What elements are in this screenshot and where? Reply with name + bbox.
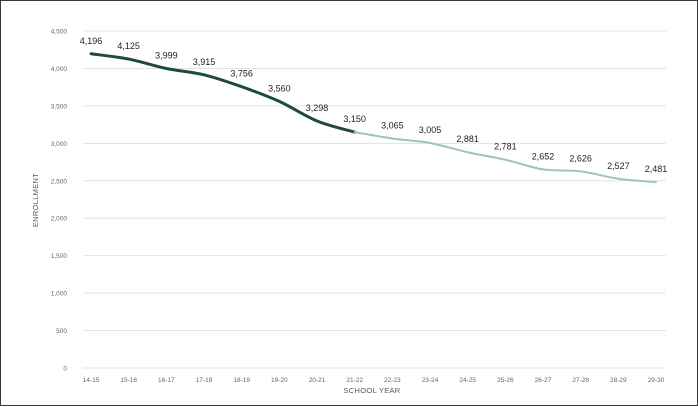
data-label: 3,065 bbox=[381, 120, 404, 130]
data-label: 2,881 bbox=[456, 134, 479, 144]
y-axis-ticks: 0 500 1,000 1,500 2,000 2,500 3,000 3,500 4,000 4… bbox=[51, 29, 68, 373]
x-tick-label: 14-15 bbox=[83, 377, 100, 384]
x-tick-label: 16-17 bbox=[158, 377, 175, 384]
data-label: 3,005 bbox=[419, 125, 442, 135]
data-label: 4,196 bbox=[80, 36, 103, 46]
x-tick-label: 24-25 bbox=[459, 377, 476, 384]
x-tick-label: 19-20 bbox=[271, 377, 288, 384]
data-label: 2,527 bbox=[607, 161, 630, 171]
x-tick-label: 29-30 bbox=[648, 377, 665, 384]
y-tick-label: 4,000 bbox=[51, 66, 68, 73]
x-tick-label: 25-26 bbox=[497, 377, 514, 384]
data-label: 2,481 bbox=[645, 164, 668, 174]
data-label: 2,626 bbox=[569, 153, 592, 163]
x-tick-label: 21-22 bbox=[346, 377, 363, 384]
series-line-projected bbox=[353, 131, 657, 184]
x-tick-label: 26-27 bbox=[535, 377, 552, 384]
gridlines bbox=[83, 30, 666, 369]
series-line-actual bbox=[89, 52, 357, 134]
y-tick-label: 1,000 bbox=[51, 291, 68, 298]
x-tick-label: 28-29 bbox=[610, 377, 627, 384]
x-tick-label: 27-28 bbox=[572, 377, 589, 384]
x-tick-label: 18-19 bbox=[233, 377, 250, 384]
y-tick-label: 0 bbox=[63, 366, 67, 373]
data-label: 3,560 bbox=[268, 83, 291, 93]
y-tick-label: 3,500 bbox=[51, 103, 68, 110]
x-tick-label: 23-24 bbox=[422, 377, 439, 384]
y-tick-label: 2,500 bbox=[51, 178, 68, 185]
data-label: 3,756 bbox=[230, 69, 253, 79]
x-tick-label: 15-16 bbox=[120, 377, 137, 384]
data-label: 3,298 bbox=[306, 103, 329, 113]
x-axis-ticks: 14-15 15-16 16-17 17-18 18-19 19-20 20-21 21-22… bbox=[83, 377, 665, 384]
data-label: 3,999 bbox=[155, 51, 178, 61]
data-label: 3,915 bbox=[193, 57, 216, 67]
data-label: 3,150 bbox=[343, 114, 366, 124]
data-label: 4,125 bbox=[117, 41, 140, 51]
data-labels: 4,196 4,125 3,999 3,915 3,756 3,560 3,298 3,150… bbox=[80, 36, 668, 174]
data-label: 2,781 bbox=[494, 142, 517, 152]
series-lines bbox=[89, 52, 657, 184]
data-label: 2,652 bbox=[532, 151, 555, 161]
y-tick-label: 500 bbox=[56, 328, 67, 335]
y-tick-label: 4,500 bbox=[51, 29, 68, 36]
y-tick-label: 1,500 bbox=[51, 253, 68, 260]
x-tick-label: 20-21 bbox=[309, 377, 326, 384]
y-tick-label: 3,000 bbox=[51, 141, 68, 148]
y-axis-title: ENROLLMENT bbox=[31, 173, 40, 227]
x-tick-label: 17-18 bbox=[196, 377, 213, 384]
x-axis-title: SCHOOL YEAR bbox=[343, 386, 400, 395]
y-tick-label: 2,000 bbox=[51, 216, 68, 223]
x-tick-label: 22-23 bbox=[384, 377, 401, 384]
